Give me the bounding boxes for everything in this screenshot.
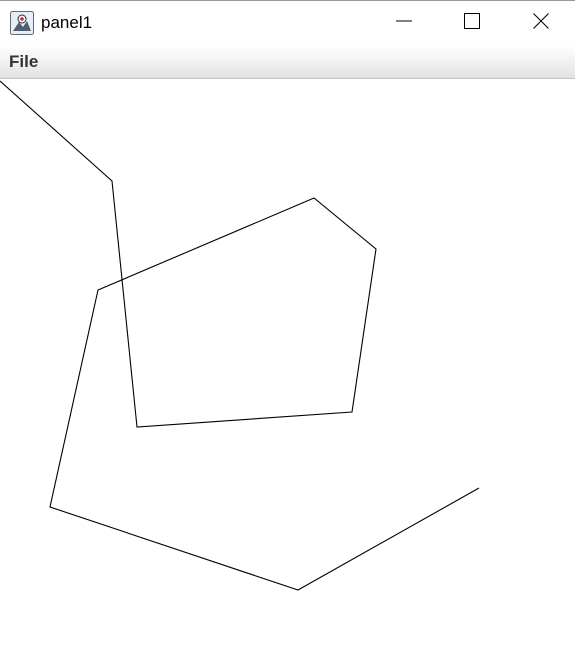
minimize-button[interactable] bbox=[370, 1, 438, 45]
drawing-canvas[interactable] bbox=[0, 79, 575, 654]
menu-file[interactable]: File bbox=[9, 51, 39, 71]
drawing-surface bbox=[0, 80, 480, 591]
close-icon bbox=[533, 12, 549, 34]
close-button[interactable] bbox=[507, 1, 575, 45]
title-bar[interactable]: panel1 bbox=[0, 1, 575, 45]
java-duke-icon bbox=[10, 11, 34, 35]
maximize-button[interactable] bbox=[438, 1, 506, 45]
maximize-icon bbox=[464, 12, 480, 34]
menu-bar: File bbox=[0, 45, 575, 79]
drawn-polyline-1 bbox=[0, 80, 480, 591]
window-title: panel1 bbox=[41, 13, 93, 32]
minimize-icon bbox=[396, 13, 412, 34]
